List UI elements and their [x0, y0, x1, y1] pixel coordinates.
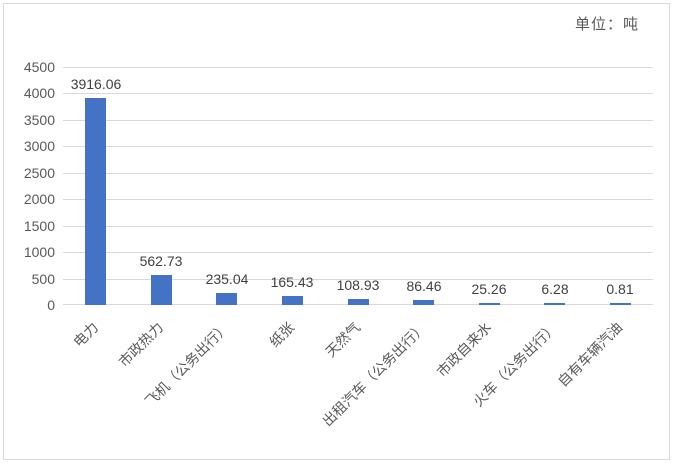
- bar: [85, 98, 106, 305]
- x-category-label: 市政自来水: [433, 319, 495, 380]
- bar-value-label: 235.04: [205, 271, 249, 287]
- y-tick-label: 1500: [23, 218, 55, 234]
- bar-value-label: 0.81: [606, 281, 634, 297]
- bar: [413, 300, 434, 305]
- gridline: [63, 146, 653, 147]
- bar: [216, 293, 237, 305]
- gridline: [63, 279, 653, 280]
- gridline: [63, 199, 653, 200]
- x-category-label: 纸张: [266, 319, 298, 351]
- unit-label: 单位：吨: [574, 16, 639, 33]
- gridline: [63, 173, 653, 174]
- bar-value-label: 6.28: [541, 281, 569, 297]
- bar: [544, 303, 565, 305]
- gridline: [63, 93, 653, 94]
- bar: [348, 299, 369, 305]
- bar: [479, 303, 500, 305]
- bar: [282, 296, 303, 305]
- bar-value-label: 25.26: [471, 281, 507, 297]
- bar-value-label: 86.46: [406, 278, 442, 294]
- y-tick-label: 2500: [23, 165, 55, 181]
- y-tick-label: 2000: [23, 191, 55, 207]
- gridline: [63, 252, 653, 253]
- bar: [151, 275, 172, 305]
- gridline: [63, 67, 653, 68]
- bar: [610, 303, 631, 305]
- y-tick-label: 500: [31, 271, 55, 287]
- plot-area: 0 500 1000 1500 2000 2500 3000 3500 4000 4500 3916…: [24, 59, 653, 429]
- chart-frame: 单位：吨 0 500 1000 1500 2000 2500 3000 3500 4000 450…: [3, 3, 670, 460]
- y-tick-label: 4500: [23, 59, 55, 75]
- gridline: [63, 120, 653, 121]
- gridline: [63, 226, 653, 227]
- bar-value-label: 108.93: [336, 277, 380, 293]
- y-tick-label: 3000: [23, 138, 55, 154]
- x-category-label: 市政热力: [115, 319, 167, 370]
- x-category-label: 电力: [70, 319, 102, 351]
- bar-value-label: 562.73: [139, 253, 183, 269]
- x-category-label: 自有车辆汽油: [554, 319, 626, 390]
- y-tick-label: 3500: [23, 112, 55, 128]
- y-tick-label: 0: [47, 297, 55, 313]
- bar-value-label: 165.43: [270, 274, 314, 290]
- y-tick-label: 1000: [23, 244, 55, 260]
- bar-value-label: 3916.06: [70, 76, 122, 92]
- x-category-label: 天然气: [322, 319, 364, 361]
- y-tick-label: 4000: [23, 85, 55, 101]
